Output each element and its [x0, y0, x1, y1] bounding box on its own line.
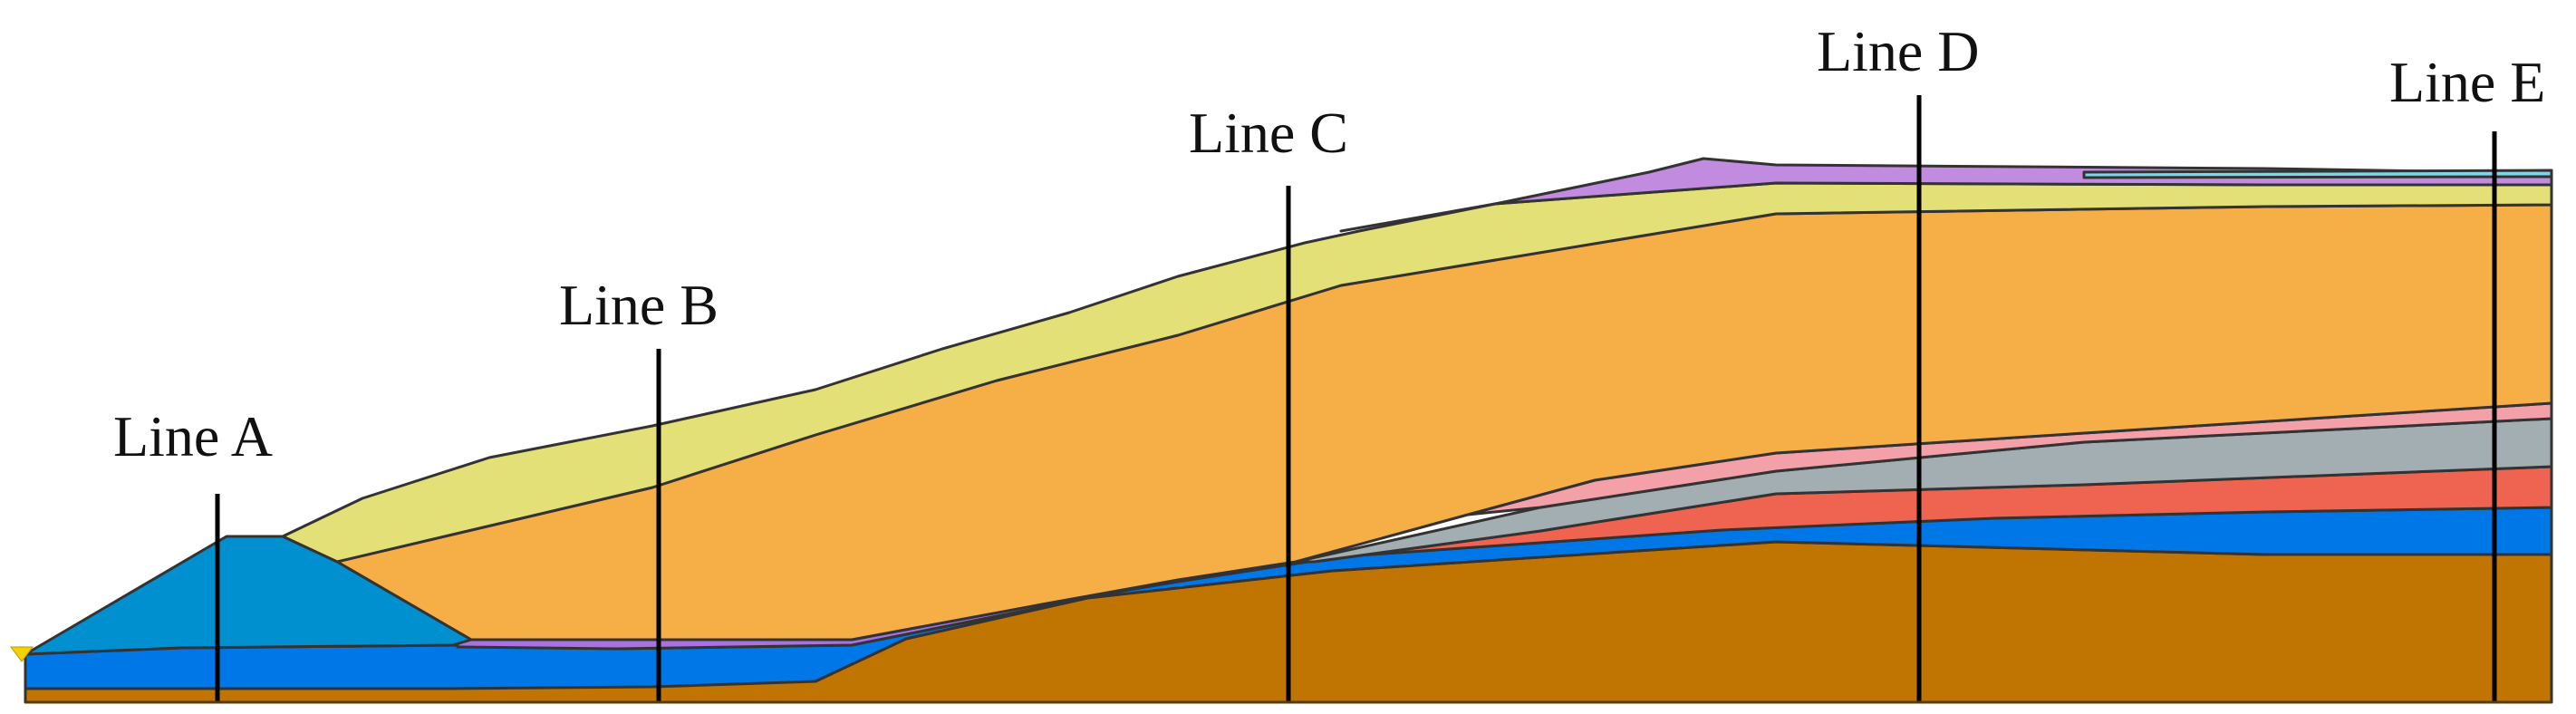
line-b-label: Line B	[559, 273, 719, 337]
cyan-top-layer	[2082, 169, 2553, 179]
line-c-label: Line C	[1189, 101, 1348, 165]
water-level-triangle-icon	[10, 646, 34, 662]
line-d-label: Line D	[1817, 19, 1980, 83]
line-e-label: Line E	[2389, 50, 2545, 114]
dam-embankment	[24, 535, 473, 656]
line-a-label: Line A	[113, 404, 273, 468]
